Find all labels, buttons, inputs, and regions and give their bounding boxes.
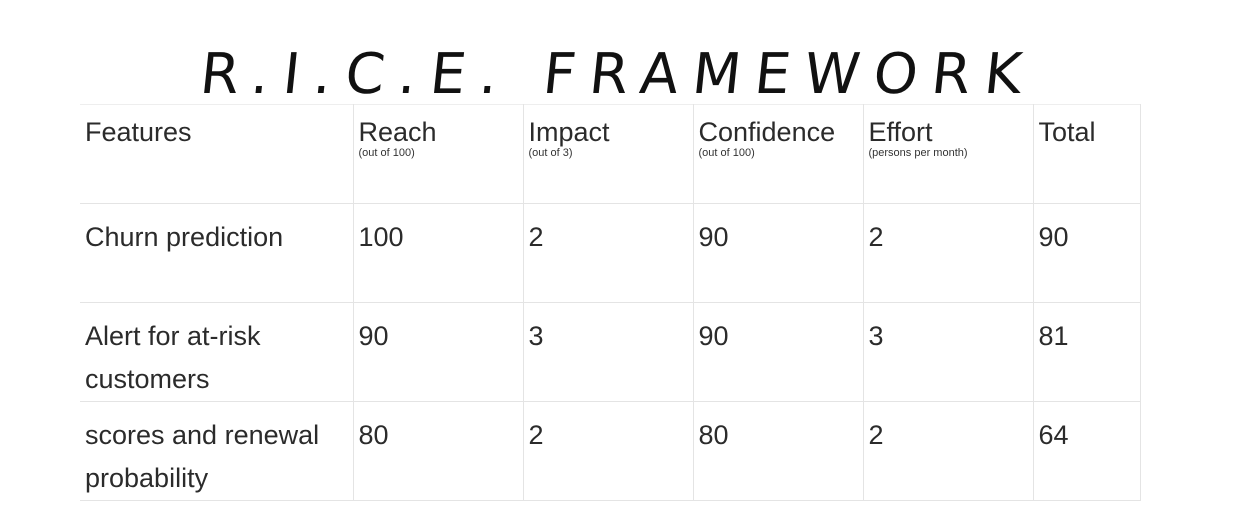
cell-impact: 3 bbox=[522, 302, 694, 402]
header-label: Total bbox=[1038, 117, 1096, 147]
cell-total: 64 bbox=[1032, 401, 1141, 501]
cell-reach: 80 bbox=[352, 401, 524, 501]
header-sublabel: (out of 100) bbox=[358, 147, 415, 159]
header-reach: Reach (out of 100) bbox=[352, 104, 524, 204]
header-sublabel: (persons per month) bbox=[868, 147, 968, 159]
rice-table: Features Reach (out of 100) Impact (out … bbox=[80, 104, 1141, 501]
cell-total: 90 bbox=[1032, 203, 1141, 303]
cell-feature: Churn prediction bbox=[80, 203, 354, 303]
table-row: scores and renewal probability 80 2 80 2… bbox=[80, 401, 1141, 501]
table-row: Alert for at-risk customers 90 3 90 3 81 bbox=[80, 302, 1141, 402]
cell-feature: Alert for at-risk customers bbox=[80, 302, 354, 402]
cell-confidence: 90 bbox=[692, 203, 864, 303]
cell-impact: 2 bbox=[522, 401, 694, 501]
header-sublabel: (out of 3) bbox=[528, 147, 573, 159]
header-total: Total bbox=[1032, 104, 1141, 204]
header-label: Effort bbox=[868, 117, 933, 147]
cell-total: 81 bbox=[1032, 302, 1141, 402]
header-label: Features bbox=[85, 117, 192, 147]
header-confidence: Confidence (out of 100) bbox=[692, 104, 864, 204]
header-label: Reach bbox=[358, 117, 437, 147]
cell-confidence: 80 bbox=[692, 401, 864, 501]
cell-effort: 2 bbox=[862, 203, 1034, 303]
table-header-row: Features Reach (out of 100) Impact (out … bbox=[80, 104, 1141, 204]
cell-impact: 2 bbox=[522, 203, 694, 303]
table-row: Churn prediction 100 2 90 2 90 bbox=[80, 203, 1141, 303]
cell-feature: scores and renewal probability bbox=[80, 401, 354, 501]
header-features: Features bbox=[80, 104, 354, 204]
header-label: Confidence bbox=[698, 117, 836, 147]
cell-reach: 90 bbox=[352, 302, 524, 402]
cell-confidence: 90 bbox=[692, 302, 864, 402]
header-sublabel: (out of 100) bbox=[698, 147, 755, 159]
cell-reach: 100 bbox=[352, 203, 524, 303]
page-title: R.I.C.E. FRAMEWORK bbox=[197, 41, 1039, 107]
cell-effort: 3 bbox=[862, 302, 1034, 402]
cell-effort: 2 bbox=[862, 401, 1034, 501]
header-impact: Impact (out of 3) bbox=[522, 104, 694, 204]
header-effort: Effort (persons per month) bbox=[862, 104, 1034, 204]
header-label: Impact bbox=[528, 117, 610, 147]
